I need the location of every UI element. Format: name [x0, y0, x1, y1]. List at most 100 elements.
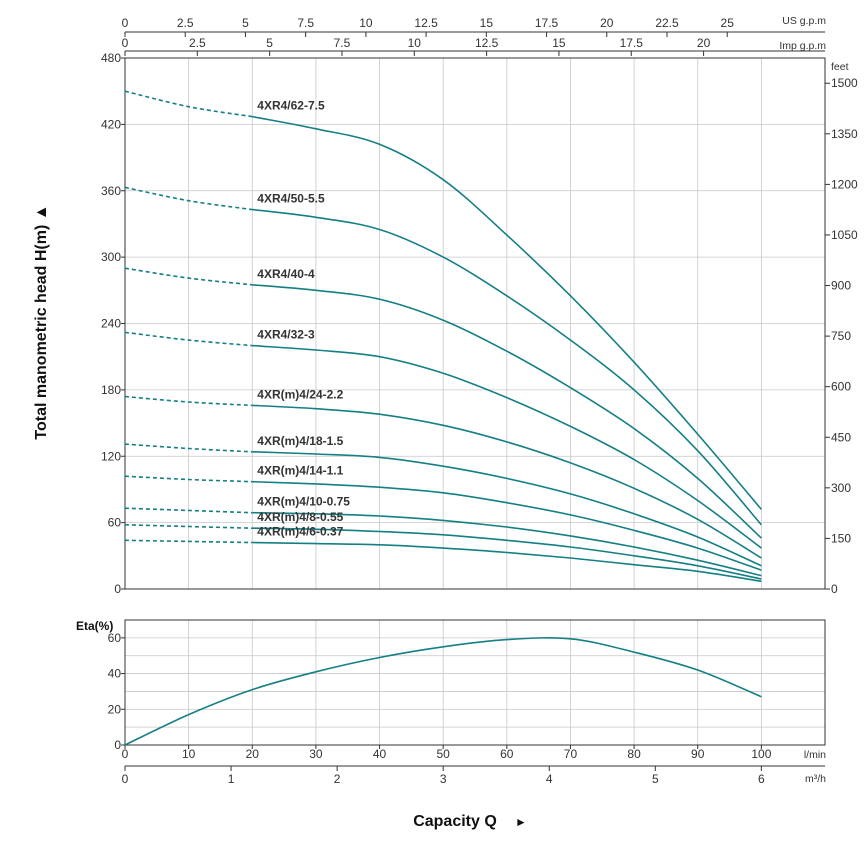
efficiency-curve: [124, 636, 762, 746]
curve-label: 4XR4/32-3: [257, 328, 315, 342]
us-gpm-tick-label: 12.5: [414, 16, 438, 30]
head-curve-dashed: [124, 186, 253, 211]
head-curve-dashed: [124, 331, 253, 347]
eta-axis-title: Eta(%): [76, 619, 113, 633]
lmin-tick-label: 30: [309, 747, 323, 761]
m3h-tick-label: 0: [122, 772, 129, 786]
imp-gpm-unit-label: Imp g.p.m: [779, 40, 826, 52]
imp-gpm-tick-label: 10: [408, 36, 422, 50]
us-gpm-tick-label: 0: [122, 16, 129, 30]
us-gpm-tick-label: 7.5: [297, 16, 314, 30]
head-curve-dashed: [124, 395, 253, 407]
lmin-tick-label: 90: [691, 747, 705, 761]
x-axis-arrow: ►: [515, 815, 527, 829]
m3h-tick-label: 3: [440, 772, 447, 786]
y-tick-label: 300: [101, 250, 121, 264]
eta-tick-label: 60: [108, 631, 122, 645]
head-curve: [252, 115, 763, 510]
head-curve: [252, 480, 762, 571]
feet-tick-label: 600: [831, 380, 851, 394]
curve-label: 4XR4/50-5.5: [257, 192, 325, 206]
feet-tick-label: 750: [831, 329, 851, 343]
m3h-tick-label: 1: [228, 772, 235, 786]
curve-label: 4XR(m)4/8-0.55: [257, 510, 343, 524]
m3h-unit-label: m³/h: [805, 773, 826, 785]
us-gpm-tick-label: 5: [242, 16, 249, 30]
lmin-tick-label: 0: [122, 747, 129, 761]
eta-tick-label: 20: [108, 702, 122, 716]
head-curve: [252, 541, 762, 583]
head-curve: [252, 404, 762, 559]
y-tick-label: 480: [101, 51, 121, 65]
lmin-tick-label: 20: [246, 747, 260, 761]
curve-label: 4XR(m)4/10-0.75: [257, 495, 350, 509]
lmin-tick-label: 60: [500, 747, 514, 761]
head-curve: [252, 344, 762, 549]
imp-gpm-tick-label: 17.5: [620, 36, 644, 50]
lmin-tick-label: 80: [627, 747, 641, 761]
y-tick-label: 120: [101, 449, 121, 463]
lmin-tick-label: 100: [751, 747, 771, 761]
feet-tick-label: 450: [831, 430, 851, 444]
m3h-tick-label: 2: [334, 772, 341, 786]
head-curve: [252, 511, 762, 577]
us-gpm-tick-label: 2.5: [177, 16, 194, 30]
head-curve-dashed: [124, 90, 253, 118]
head-curve-dashed: [124, 267, 253, 286]
head-curve-dashed: [124, 539, 253, 544]
curve-label: 4XR(m)4/24-2.2: [257, 387, 343, 401]
imp-gpm-tick-label: 15: [552, 36, 566, 50]
eta-chart-grid: [125, 620, 825, 745]
m3h-tick-label: 6: [758, 772, 765, 786]
feet-unit-label: feet: [831, 61, 849, 73]
eta-tick-label: 0: [114, 738, 121, 752]
head-curve-dashed: [124, 443, 253, 453]
head-curve: [252, 527, 762, 580]
feet-tick-label: 150: [831, 531, 851, 545]
head-curve-dashed: [124, 524, 253, 529]
us-gpm-unit-label: US g.p.m: [782, 15, 826, 27]
imp-gpm-tick-label: 20: [697, 36, 711, 50]
x-axis-title: Capacity Q: [413, 813, 497, 830]
imp-gpm-tick-label: 12.5: [475, 36, 499, 50]
m3h-tick-label: 5: [652, 772, 659, 786]
curve-label: 4XR4/40-4: [257, 267, 315, 281]
imp-gpm-tick-label: 0: [122, 36, 129, 50]
eta-chart-frame: [124, 619, 826, 746]
curves-layer: 4XR4/62-7.5 4XR4/50-5.5 4XR4/40-4 4XR4/32-3…: [124, 90, 763, 746]
eta-tick-label: 40: [108, 667, 122, 681]
head-curve: [252, 208, 763, 526]
feet-tick-label: 900: [831, 279, 851, 293]
lmin-tick-label: 10: [182, 747, 196, 761]
curve-label: 4XR(m)4/6-0.37: [257, 525, 343, 539]
feet-tick-label: 300: [831, 481, 851, 495]
us-gpm-tick-label: 25: [721, 16, 735, 30]
lmin-tick-label: 40: [373, 747, 387, 761]
lmin-unit-label: l/min: [804, 749, 826, 761]
us-gpm-tick-label: 15: [480, 16, 494, 30]
head-curve: [252, 451, 762, 567]
y-tick-label: 360: [101, 184, 121, 198]
imp-gpm-tick-label: 5: [266, 36, 273, 50]
us-gpm-tick-label: 22.5: [655, 16, 679, 30]
imp-gpm-tick-label: 7.5: [334, 36, 351, 50]
feet-tick-label: 1050: [831, 228, 858, 242]
y-tick-label: 240: [101, 317, 121, 331]
curve-label: 4XR(m)4/14-1.1: [257, 464, 343, 478]
us-gpm-tick-label: 10: [359, 16, 373, 30]
head-curve-dashed: [124, 507, 253, 514]
feet-tick-label: 1350: [831, 127, 858, 141]
m3h-tick-label: 4: [546, 772, 553, 786]
y-tick-label: 180: [101, 383, 121, 397]
y-tick-label: 60: [108, 516, 122, 530]
us-gpm-tick-label: 17.5: [535, 16, 559, 30]
head-curve-dashed: [124, 475, 253, 483]
axes-layer: 0601201802403003604204800150300450600750…: [101, 16, 858, 786]
lmin-tick-label: 70: [564, 747, 578, 761]
head-chart-grid: [125, 58, 825, 589]
y-tick-label: 0: [114, 582, 121, 596]
imp-gpm-tick-label: 2.5: [189, 36, 206, 50]
feet-tick-label: 1500: [831, 76, 858, 90]
y-tick-label: 420: [101, 117, 121, 131]
us-gpm-tick-label: 20: [600, 16, 614, 30]
